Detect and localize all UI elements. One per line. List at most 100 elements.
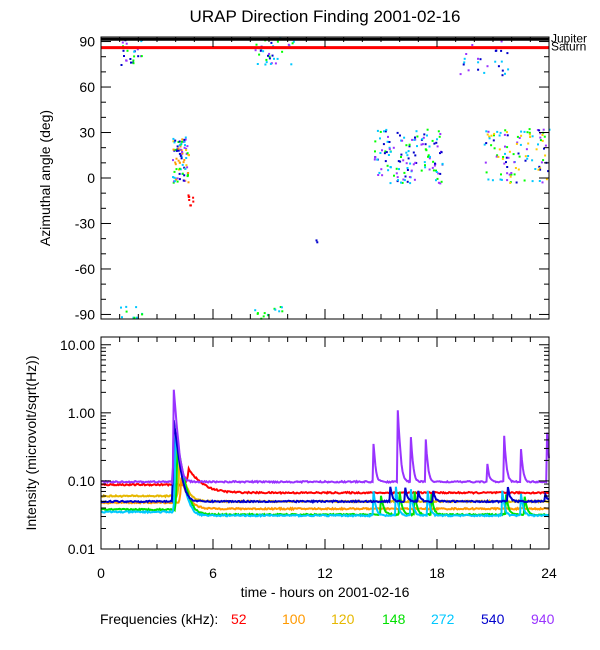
azimuth-point (121, 316, 123, 319)
azimuth-point (383, 130, 385, 133)
azimuth-point (427, 155, 429, 158)
azimuth-point (539, 132, 542, 135)
azimuth-point (435, 179, 437, 182)
azimuth-point (524, 155, 527, 158)
azimuth-point (177, 149, 180, 152)
azimuth-point (539, 168, 542, 171)
azimuth-point (389, 150, 392, 153)
azimuth-point (400, 181, 402, 184)
azimuth-point (497, 65, 500, 68)
azimuth-point (501, 157, 504, 160)
azimuth-point (429, 155, 431, 158)
azimuth-point (386, 140, 389, 143)
azimuth-point (409, 182, 412, 185)
azimuth-point (431, 166, 434, 169)
azimuth-point (517, 168, 520, 171)
azimuth-point (126, 49, 129, 52)
azimuth-point (538, 180, 541, 182)
azimuth-point (416, 145, 418, 148)
azimuth-point (178, 161, 181, 164)
azimuth-point (485, 171, 488, 174)
azimuth-point (414, 136, 416, 139)
azimuth-point (133, 55, 136, 58)
azimuth-point (400, 153, 403, 156)
azimuth-point (440, 180, 443, 183)
azimuth-point (376, 129, 379, 132)
azimuth-point (483, 71, 486, 74)
azimuth-point (184, 167, 187, 170)
azimuth-point (423, 161, 426, 164)
azimuth-point (405, 144, 408, 147)
legend-entry-272: 272 (431, 611, 455, 627)
azimuth-point (485, 130, 488, 133)
azimuth-point (280, 306, 283, 309)
azimuth-point (175, 157, 178, 160)
azimuth-point (509, 181, 512, 184)
azimuth-point (379, 152, 382, 154)
azimuth-point (494, 60, 497, 63)
azimuth-point (254, 309, 257, 312)
azimuth-point (269, 62, 272, 65)
azimuth-point (410, 169, 413, 172)
azimuth-point (539, 136, 542, 139)
azimuth-point (504, 152, 506, 155)
azimuth-point (125, 42, 128, 45)
azimuth-point (396, 176, 399, 179)
azimuth-point (543, 147, 545, 150)
azimuth-point (491, 179, 494, 182)
azimuth-point (463, 61, 466, 64)
azimuth-point (495, 49, 498, 52)
azimuth-point (136, 48, 139, 51)
azimuth-point (179, 145, 182, 148)
azimuth-point (132, 59, 135, 62)
azimuth-point (181, 138, 184, 141)
azimuth-point (276, 40, 279, 43)
azimuth-point (186, 166, 189, 169)
azimuth-point (406, 167, 409, 169)
azimuth-point (384, 130, 387, 133)
azimuth-point (187, 181, 190, 184)
azimuth-point (513, 161, 516, 164)
azimuth-point (519, 143, 522, 146)
intensity-tick-label: 10.00 (60, 337, 95, 353)
azimuth-point (465, 53, 468, 55)
azimuth-point (382, 143, 385, 146)
azimuth-point (185, 149, 188, 151)
azimuth-point (493, 132, 496, 135)
azimuth-point (262, 315, 265, 318)
azimuth-point (507, 156, 510, 159)
azimuth-point (538, 129, 541, 132)
azimuth-point (129, 58, 132, 60)
azimuth-tick-label: 60 (79, 79, 95, 95)
azimuth-point (397, 160, 400, 163)
azimuth-point (192, 196, 195, 199)
azimuth-point (421, 138, 424, 141)
azimuth-point (258, 53, 261, 56)
azimuth-point (173, 170, 176, 173)
azimuth-point (523, 130, 526, 133)
reference-label-jupiter: Jupiter (551, 31, 587, 45)
azimuth-point (192, 200, 195, 203)
azimuth-point (493, 147, 496, 150)
azimuth-point (268, 55, 271, 58)
azimuth-point (506, 166, 509, 168)
azimuth-point (506, 134, 509, 137)
azimuth-point (271, 54, 274, 57)
azimuth-point (424, 166, 427, 169)
azimuth-point (536, 129, 539, 131)
azimuth-point (265, 61, 268, 64)
azimuth-point (172, 159, 174, 162)
intensity-tick-label: 0.01 (68, 541, 95, 557)
azimuth-point (178, 140, 181, 143)
azimuth-point (483, 143, 486, 146)
azimuth-point (439, 152, 441, 155)
azimuth-point (374, 156, 377, 159)
azimuth-point (537, 143, 539, 146)
azimuth-point (525, 148, 528, 151)
azimuth-point (515, 181, 518, 184)
azimuth-point (276, 57, 279, 60)
azimuth-point (388, 146, 391, 149)
azimuth-point (287, 43, 290, 46)
azimuth-point (185, 164, 188, 167)
